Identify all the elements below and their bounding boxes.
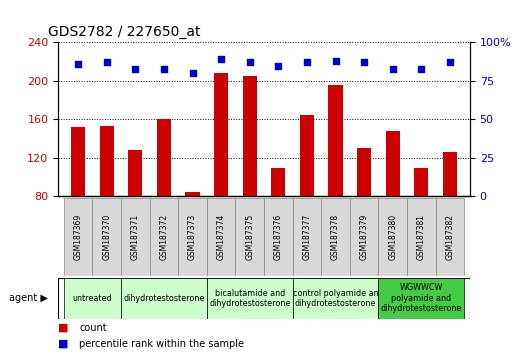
Text: GSM187382: GSM187382: [446, 214, 455, 260]
Text: bicalutamide and
dihydrotestosterone: bicalutamide and dihydrotestosterone: [209, 289, 290, 308]
Point: [217, 57, 225, 62]
Bar: [207, 278, 293, 319]
Bar: [64, 278, 121, 319]
Bar: [271, 167, 286, 196]
Text: GSM187375: GSM187375: [245, 214, 254, 260]
Text: count: count: [79, 323, 107, 333]
Point: [188, 70, 197, 76]
Text: GDS2782 / 227650_at: GDS2782 / 227650_at: [48, 25, 200, 39]
Text: GSM187373: GSM187373: [188, 214, 197, 260]
Text: ■: ■: [58, 323, 69, 333]
Bar: [300, 115, 314, 196]
Bar: [321, 198, 350, 276]
Point: [446, 60, 454, 65]
Text: untreated: untreated: [72, 294, 112, 303]
Bar: [357, 148, 371, 196]
Bar: [149, 198, 178, 276]
Bar: [214, 73, 228, 196]
Text: ■: ■: [58, 339, 69, 349]
Point: [274, 63, 282, 68]
Text: WGWWCW
polyamide and
dihydrotestosterone: WGWWCW polyamide and dihydrotestosterone: [381, 283, 462, 313]
Text: control polyamide an
dihydrotestosterone: control polyamide an dihydrotestosterone: [293, 289, 379, 308]
Point: [303, 60, 311, 65]
Bar: [407, 198, 436, 276]
Bar: [264, 198, 293, 276]
Bar: [121, 278, 207, 319]
Point: [417, 66, 426, 72]
Bar: [71, 127, 85, 196]
Text: GSM187370: GSM187370: [102, 214, 111, 260]
Text: GSM187381: GSM187381: [417, 214, 426, 260]
Point: [246, 60, 254, 65]
Bar: [436, 198, 464, 276]
Text: dihydrotestosterone: dihydrotestosterone: [123, 294, 204, 303]
Point: [331, 58, 340, 64]
Bar: [235, 198, 264, 276]
Point: [159, 66, 168, 72]
Bar: [242, 76, 257, 196]
Point: [74, 61, 82, 67]
Bar: [185, 192, 200, 196]
Bar: [350, 198, 379, 276]
Text: GSM187377: GSM187377: [303, 214, 312, 260]
Bar: [157, 120, 171, 196]
Text: GSM187369: GSM187369: [73, 214, 82, 260]
Text: GSM187374: GSM187374: [216, 214, 225, 260]
Bar: [121, 198, 149, 276]
Bar: [414, 167, 428, 196]
Text: GSM187376: GSM187376: [274, 214, 283, 260]
Bar: [379, 278, 464, 319]
Bar: [128, 150, 143, 196]
Bar: [92, 198, 121, 276]
Text: GSM187380: GSM187380: [388, 214, 397, 260]
Text: GSM187372: GSM187372: [159, 214, 168, 260]
Text: agent ▶: agent ▶: [8, 293, 48, 303]
Bar: [293, 278, 379, 319]
Bar: [379, 198, 407, 276]
Point: [360, 60, 369, 65]
Bar: [385, 131, 400, 196]
Bar: [443, 152, 457, 196]
Text: percentile rank within the sample: percentile rank within the sample: [79, 339, 244, 349]
Point: [389, 66, 397, 72]
Bar: [64, 198, 92, 276]
Bar: [207, 198, 235, 276]
Bar: [100, 126, 114, 196]
Text: GSM187378: GSM187378: [331, 214, 340, 260]
Text: GSM187379: GSM187379: [360, 214, 369, 260]
Point: [102, 60, 111, 65]
Text: GSM187371: GSM187371: [131, 214, 140, 260]
Bar: [293, 198, 321, 276]
Bar: [178, 198, 207, 276]
Point: [131, 66, 139, 72]
Bar: [328, 85, 343, 196]
